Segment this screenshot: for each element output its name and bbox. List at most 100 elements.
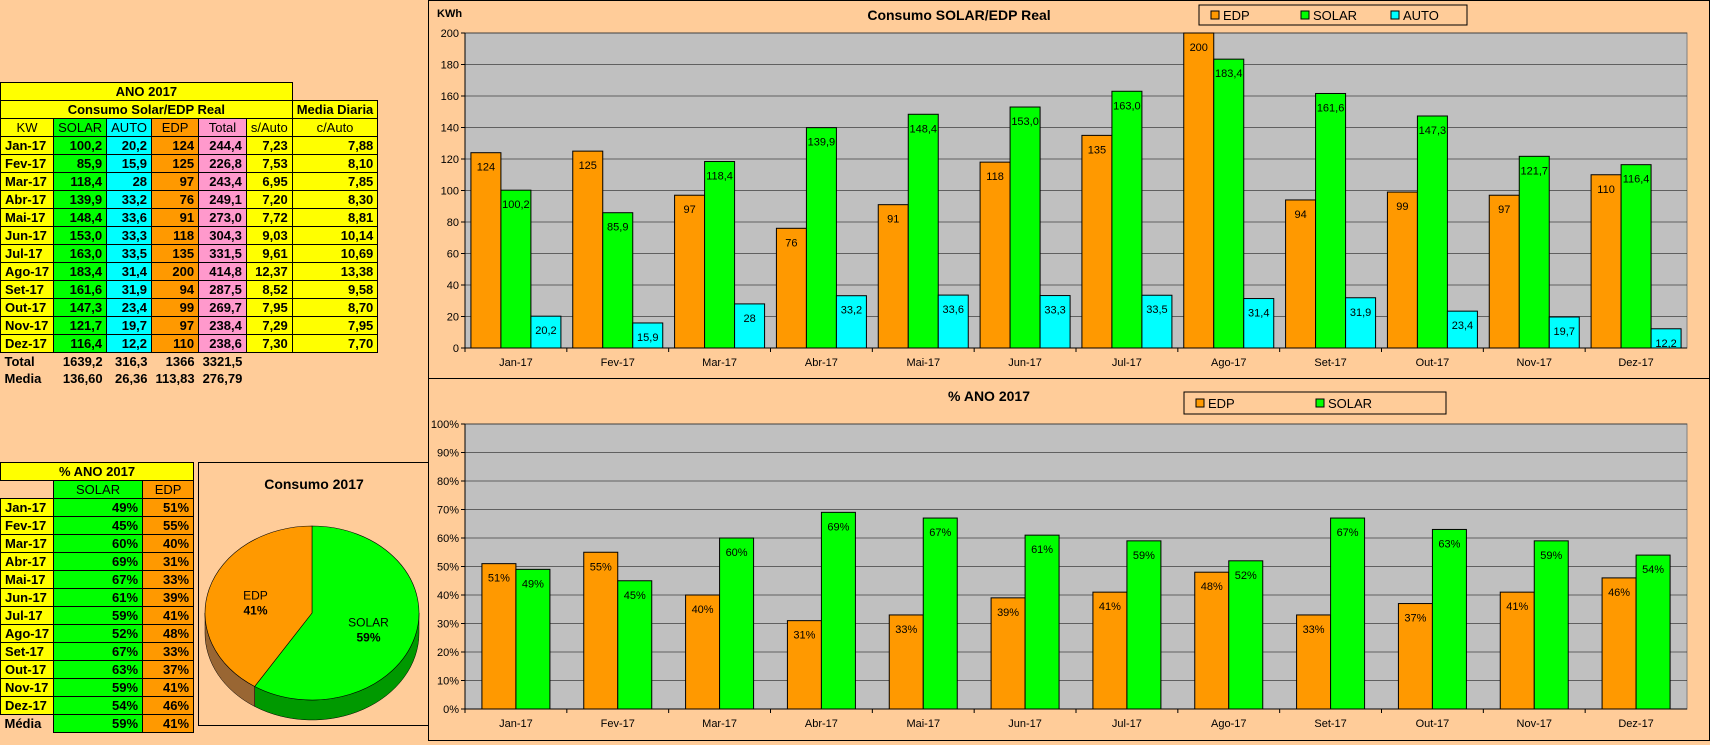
table-row: Jan-17 100,2 20,2 124 244,4 7,23 7,88 [0,136,379,155]
data-label: 28 [743,313,755,325]
x-tick-label: Set-17 [1314,718,1346,730]
bar-solar [1213,58,1245,349]
bar-edp [1285,199,1317,349]
bar-edp [877,204,909,349]
y-tick-label: 140 [441,123,459,135]
row-cell: 85,9 [53,154,108,173]
percent-row: Jan-17 49% 51% [0,498,195,517]
bar-edp [775,227,807,349]
bar-auto [937,294,969,349]
percent-row: Mar-17 60% 40% [0,534,195,553]
table-row: Abr-17 139,9 33,2 76 249,1 7,20 8,30 [0,190,379,209]
row-cell: 273,0 [198,208,247,227]
bar-solar [820,511,856,710]
percent-row: Jul-17 59% 41% [0,606,195,625]
x-tick-label: Jul-17 [1112,718,1142,730]
legend-swatch-solar [1300,10,1310,20]
data-label: 61% [1031,544,1053,556]
percent-row-cell: 41% [142,606,195,625]
bar-auto [632,322,664,349]
row-cell: 8,30 [291,190,379,209]
bar-edp [888,614,924,710]
table-header-row: KW SOLAR AUTO EDP Total s/Auto c/Auto [0,118,379,137]
data-label: 54% [1642,564,1664,576]
percent-row-month: Dez-17 [0,696,55,715]
y-tick-label: 100% [431,419,459,431]
x-tick-label: Jan-17 [499,357,533,369]
row-month: Abr-17 [0,190,55,209]
row-cell: 135 [151,244,200,263]
consumption-chart-box: 0 20 40 60 80 100 120 140 160 180 200 Jan-17 124 100,… [428,0,1710,380]
pie-slice-edp [204,525,313,687]
row-cell: 91 [151,208,200,227]
row-cell: 9,61 [245,244,293,263]
data-label: 60% [726,547,748,559]
row-month: Dez-17 [0,334,55,353]
chart-title: Consumo SOLAR/EDP Real [867,7,1050,23]
data-label: 76 [785,237,797,249]
row-cell: 8,10 [291,154,379,173]
col-header-auto: AUTO [106,118,153,137]
bar-auto [1039,295,1071,349]
chart-title: % ANO 2017 [948,388,1030,404]
x-tick-label: Out-17 [1416,357,1450,369]
row-cell: 287,5 [198,280,247,299]
row-cell: 200 [151,262,200,281]
percent-row-month: Jul-17 [0,606,55,625]
data-label: 67% [1337,527,1359,539]
consumption-bar-chart: 0 20 40 60 80 100 120 140 160 180 200 Jan-17 124 100,… [437,4,1688,369]
percent-media-label: Média [4,715,42,731]
bar-auto [530,315,562,349]
data-label: 161,6 [1317,102,1345,114]
row-cell: 12,2 [106,334,153,353]
bar-edp [674,194,706,349]
data-label: 69% [827,521,849,533]
media-row: Media 136,60 26,36 113,83 276,79 [1,370,378,387]
bar-edp [990,597,1026,710]
media-diaria-header: Media Diaria [291,100,379,119]
row-cell: 110 [151,334,200,353]
legend-box [1198,4,1468,26]
data-label: 31,4 [1248,308,1269,320]
bar-edp [1397,603,1433,710]
bar-edp [1092,591,1128,710]
x-tick-label: Out-17 [1416,718,1450,730]
y-tick-label: 20 [447,312,459,324]
bar-edp [1081,134,1113,349]
row-cell: 9,03 [245,226,293,245]
bar-solar [1620,164,1652,349]
row-cell: 20,2 [106,136,153,155]
percent-row-cell: 54% [53,696,144,715]
percent-row: Mai-17 67% 33% [0,570,195,589]
row-cell: 243,4 [198,172,247,191]
row-cell: 153,0 [53,226,108,245]
row-cell: 9,58 [291,280,379,299]
data-label: 59% [1133,550,1155,562]
row-cell: 238,4 [198,316,247,335]
bar-solar [602,212,634,349]
row-cell: 163,0 [53,244,108,263]
row-cell: 33,6 [106,208,153,227]
bar-solar [1009,106,1041,349]
row-cell: 116,4 [53,334,108,353]
y-tick-label: 60% [437,533,459,545]
total-label: Total [4,353,35,369]
percent-row-cell: 69% [53,552,144,571]
data-label: 118,4 [706,171,733,183]
data-label: 12,2 [1655,338,1676,350]
row-cell: 8,70 [291,298,379,317]
percent-bar-chart: 0% 10% 20% 30% 40% 50% 60% 70% 80% 90% 100% Jan-17 5… [431,388,1688,730]
x-tick-label: Abr-17 [805,718,838,730]
percent-row-month: Mar-17 [0,534,55,553]
table-row: Nov-17 121,7 19,7 97 238,4 7,29 7,95 [0,316,379,335]
bar-solar [515,568,551,710]
percent-header-row: SOLAR EDP [1,480,195,499]
y-tick-label: 50% [437,562,459,574]
bar-edp [572,150,604,349]
bar-solar [617,580,653,710]
y-tick-label: 120 [441,154,459,166]
percent-row-month: Abr-17 [0,552,55,571]
y-tick-label: 60 [447,249,459,261]
row-cell: 7,20 [245,190,293,209]
legend-label-edp: EDP [1223,8,1250,23]
